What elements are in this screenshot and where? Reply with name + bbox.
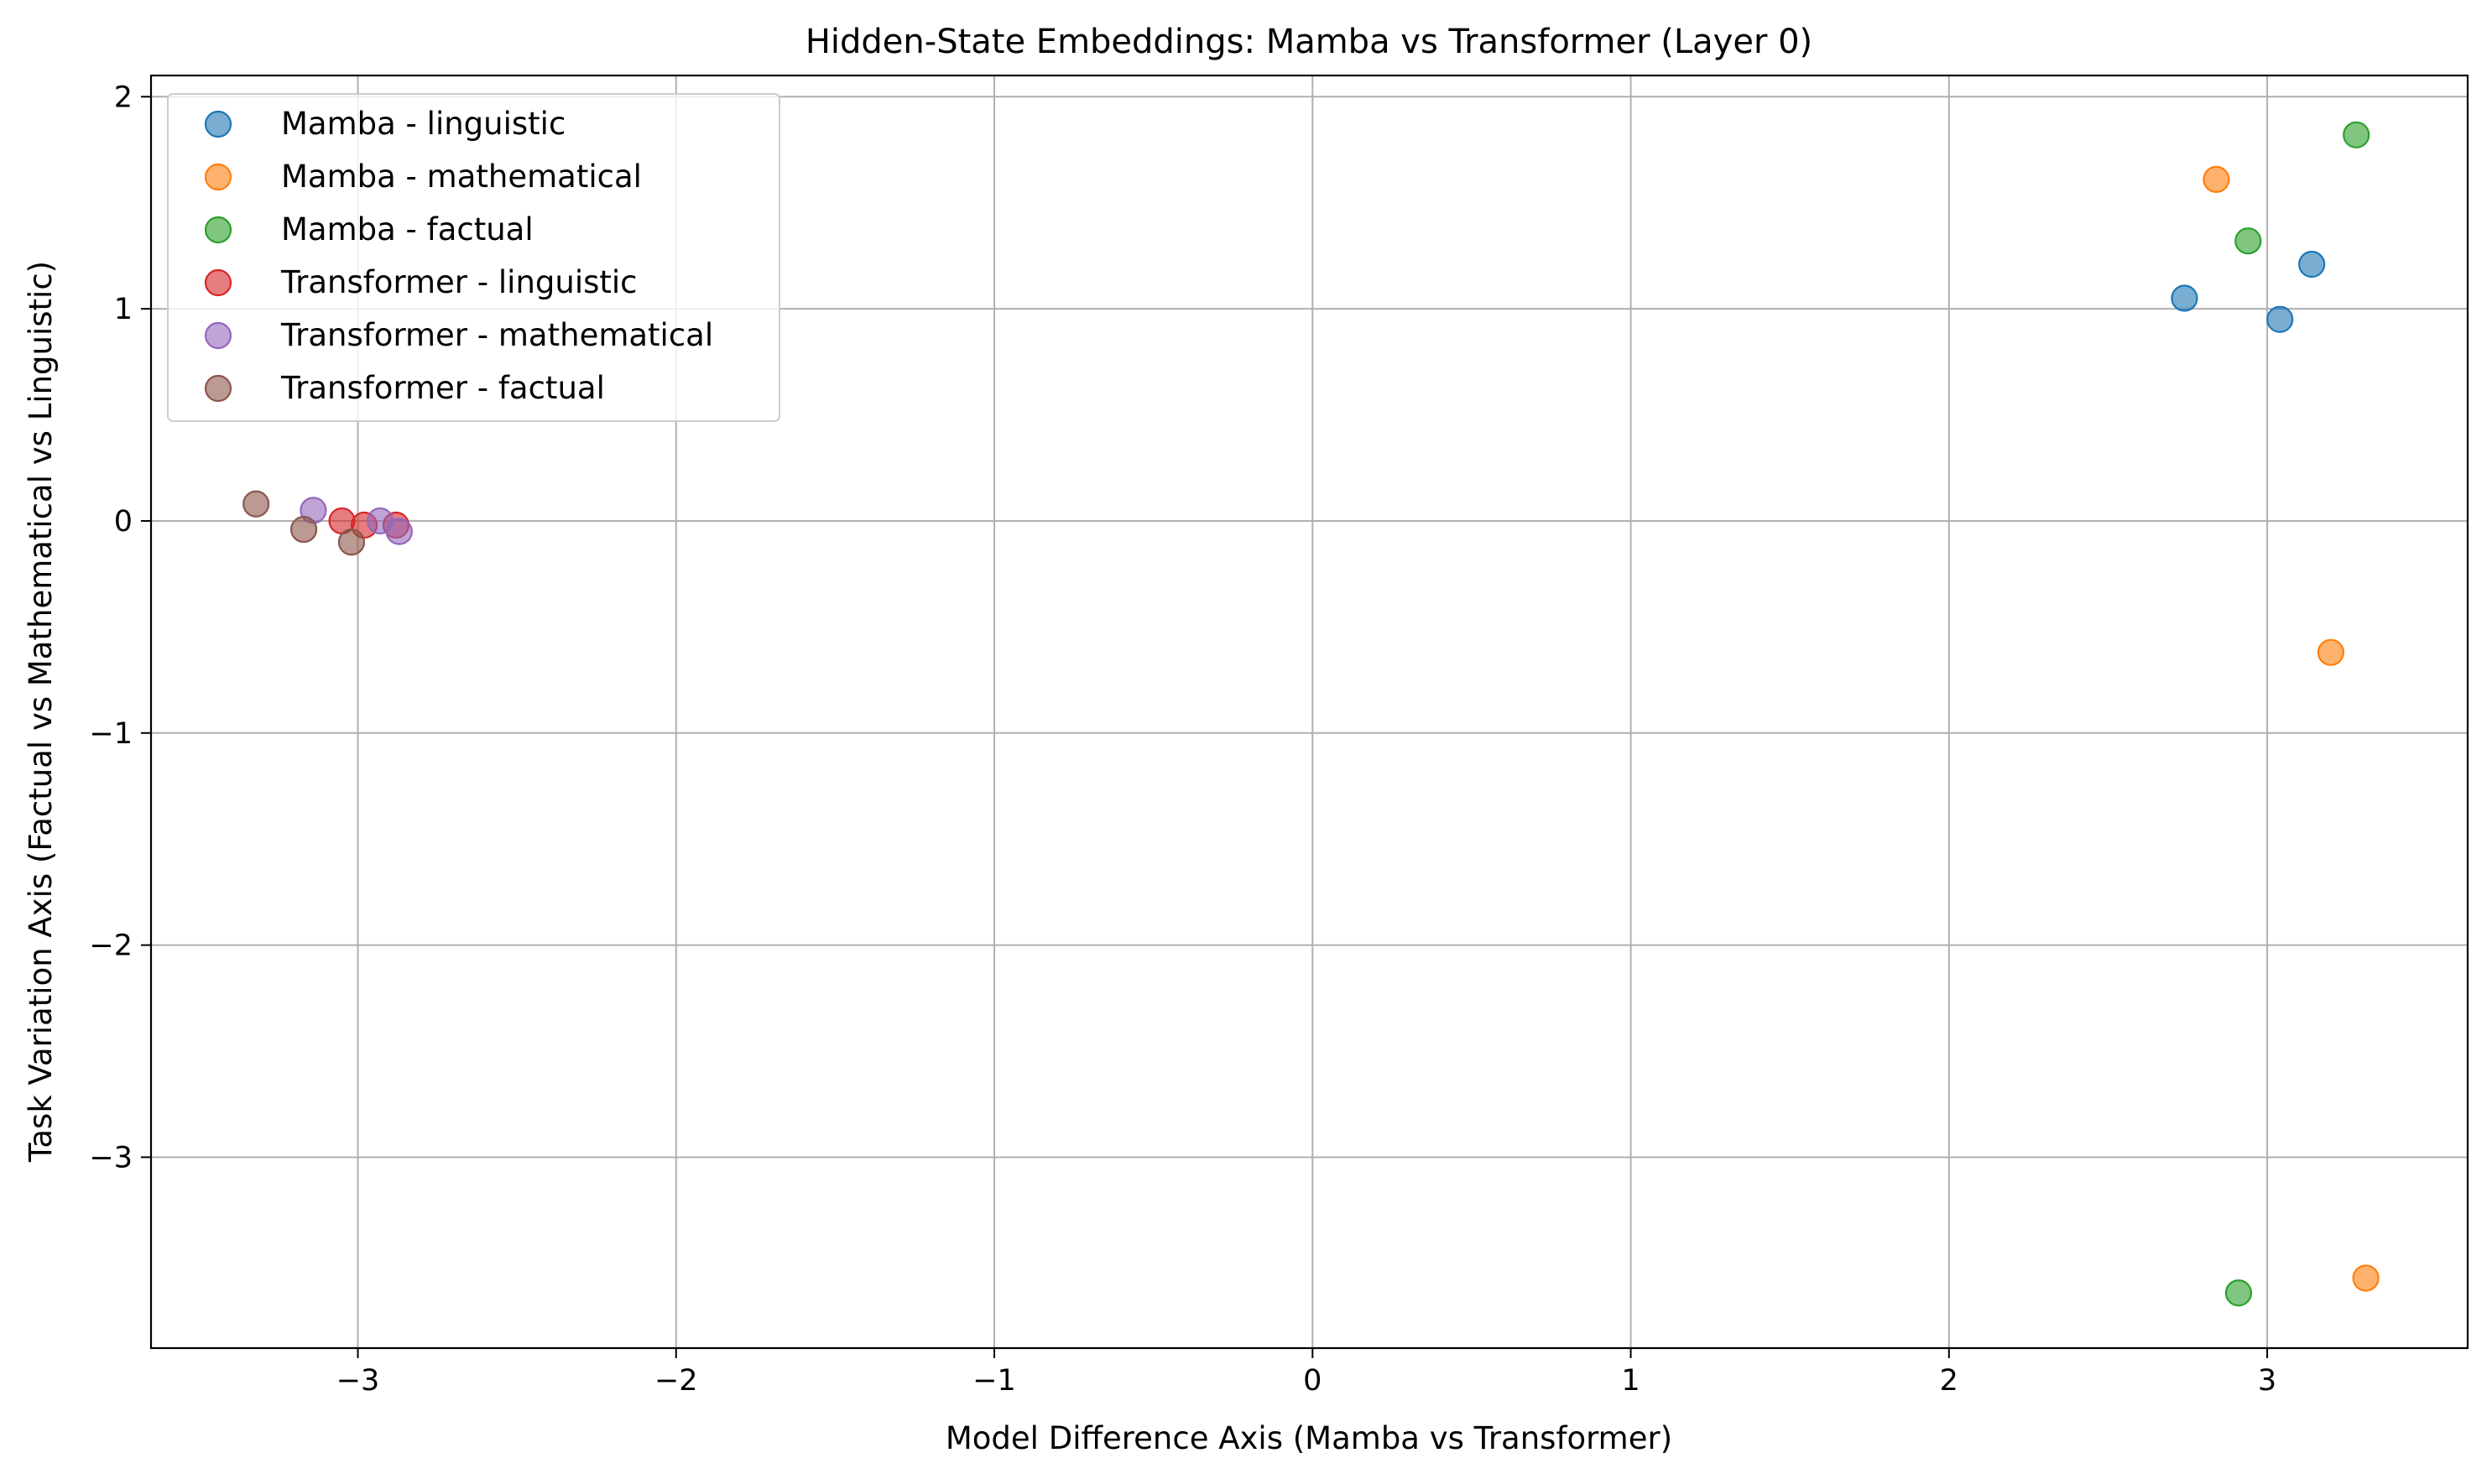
chart-title: Hidden-State Embeddings: Mamba vs Transf… [805,23,1812,61]
legend-label-mamba-linguistic: Mamba - linguistic [281,106,566,142]
data-point-mamba-factual [2224,1279,2253,1307]
legend-label-transformer-linguistic: Transformer - linguistic [280,264,638,300]
data-point-mamba-linguistic [2171,284,2198,312]
legend-marker-mamba-linguistic [204,110,232,138]
data-point-mamba-factual [2234,227,2262,255]
data-point-mamba-linguistic [2266,305,2294,333]
data-point-mamba-linguistic [2298,250,2326,279]
data-point-transformer-factual [289,515,318,544]
legend: Mamba - linguistic Mamba - mathematical Ma… [167,93,780,422]
x-axis-label: Model Difference Axis (Mamba vs Transfor… [946,1420,1672,1456]
legend-marker-mamba-mathematical [204,163,232,191]
x-tick-label: 3 [2258,1364,2276,1398]
data-point-transformer-factual [337,529,366,556]
axis-ticks: −3 −2 −1 0 1 2 3 −3 −2 −1 0 1 2 [89,81,2276,1398]
data-point-mamba-factual [2343,121,2370,148]
y-tick-label: 2 [114,81,133,114]
legend-label-mamba-factual: Mamba - factual [281,211,534,247]
x-tick-label: −3 [336,1364,380,1398]
x-tick-label: −2 [654,1364,698,1398]
x-tick-label: 0 [1303,1364,1322,1398]
data-point-mamba-mathematical [2352,1264,2380,1292]
y-tick-label: −3 [89,1141,133,1174]
legend-marker-transformer-linguistic [204,268,232,297]
legend-items: Mamba - linguistic Mamba - mathematical Ma… [204,106,713,406]
y-tick-label: −1 [89,717,133,751]
y-axis-label: Task Variation Axis (Factual vs Mathemat… [23,261,59,1163]
x-tick-label: 1 [1621,1364,1640,1398]
x-tick-label: 2 [1940,1364,1958,1398]
data-point-transformer-factual [242,490,270,518]
legend-box [167,93,780,422]
data-point-transformer-mathematical [385,518,413,545]
legend-label-mamba-mathematical: Mamba - mathematical [281,159,642,195]
legend-label-transformer-factual: Transformer - factual [280,370,605,406]
data-point-mamba-mathematical [2203,165,2230,193]
legend-marker-transformer-mathematical [204,321,232,350]
y-tick-label: 0 [114,505,133,539]
legend-label-transformer-mathematical: Transformer - mathematical [280,317,713,353]
data-points [242,121,2380,1307]
x-tick-label: −1 [972,1364,1016,1398]
y-tick-label: 1 [114,293,133,326]
grid-lines [151,76,2468,1348]
legend-marker-mamba-factual [204,216,232,244]
data-point-mamba-mathematical [2317,638,2345,666]
legend-marker-transformer-factual [204,374,232,403]
plot-area-frame [149,74,2469,1350]
y-tick-label: −2 [89,929,133,963]
